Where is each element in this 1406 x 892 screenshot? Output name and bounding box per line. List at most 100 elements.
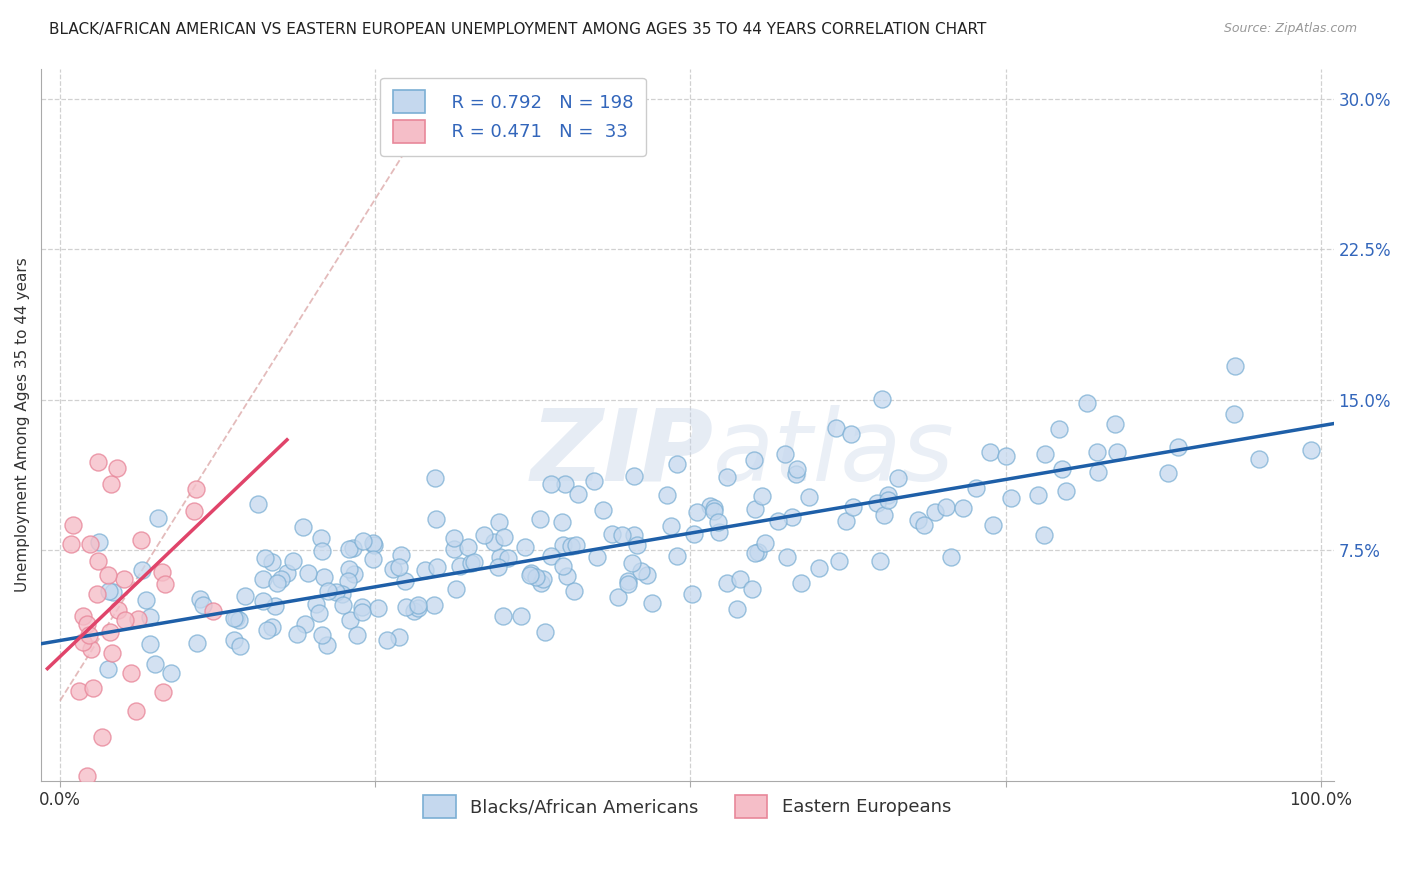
Point	[1301, 442, 1323, 457]
Point	[79, 537, 101, 551]
Point	[201, 604, 224, 618]
Point	[449, 558, 471, 573]
Text: ZIP: ZIP	[530, 405, 713, 502]
Point	[395, 599, 418, 614]
Point	[260, 555, 283, 569]
Point	[994, 449, 1017, 463]
Point	[562, 584, 585, 599]
Point	[342, 541, 364, 556]
Point	[72, 634, 94, 648]
Point	[233, 589, 256, 603]
Point	[281, 554, 304, 568]
Point	[425, 512, 447, 526]
Point	[97, 662, 120, 676]
Point	[509, 609, 531, 624]
Point	[423, 471, 446, 485]
Point	[146, 511, 169, 525]
Point	[76, 769, 98, 783]
Point	[1050, 462, 1073, 476]
Point	[247, 497, 270, 511]
Point	[159, 666, 181, 681]
Point	[744, 502, 766, 516]
Point	[553, 559, 575, 574]
Point	[423, 598, 446, 612]
Point	[665, 549, 688, 564]
Point	[534, 624, 557, 639]
Point	[636, 568, 658, 582]
Point	[87, 554, 110, 568]
Point	[834, 514, 856, 528]
Point	[912, 518, 935, 533]
Point	[184, 483, 207, 497]
Point	[797, 490, 820, 504]
Point	[716, 576, 738, 591]
Point	[363, 538, 385, 552]
Point	[540, 477, 562, 491]
Point	[103, 585, 125, 599]
Point	[1085, 445, 1108, 459]
Point	[839, 426, 862, 441]
Point	[76, 617, 98, 632]
Point	[270, 573, 292, 587]
Point	[86, 587, 108, 601]
Point	[872, 392, 894, 406]
Point	[681, 587, 703, 601]
Point	[457, 540, 479, 554]
Point	[623, 469, 645, 483]
Point	[486, 560, 509, 574]
Point	[551, 537, 574, 551]
Point	[62, 517, 84, 532]
Text: Source: ZipAtlas.com: Source: ZipAtlas.com	[1223, 22, 1357, 36]
Point	[224, 611, 246, 625]
Point	[336, 574, 359, 588]
Point	[67, 684, 90, 698]
Point	[554, 477, 576, 491]
Point	[725, 601, 748, 615]
Point	[1054, 483, 1077, 498]
Point	[776, 549, 799, 564]
Point	[361, 536, 384, 550]
Point	[377, 633, 399, 648]
Point	[567, 487, 589, 501]
Point	[311, 628, 333, 642]
Point	[531, 572, 554, 586]
Point	[101, 646, 124, 660]
Point	[191, 598, 214, 612]
Point	[426, 560, 449, 574]
Point	[406, 600, 429, 615]
Point	[877, 493, 900, 508]
Point	[828, 554, 851, 568]
Point	[252, 572, 274, 586]
Point	[617, 577, 640, 591]
Point	[443, 531, 465, 545]
Point	[610, 528, 633, 542]
Point	[264, 599, 287, 613]
Point	[291, 520, 314, 534]
Point	[583, 475, 606, 489]
Point	[1104, 417, 1126, 431]
Point	[825, 420, 848, 434]
Point	[406, 598, 429, 612]
Point	[492, 609, 515, 624]
Point	[463, 555, 485, 569]
Point	[621, 556, 644, 570]
Point	[482, 534, 505, 549]
Text: BLACK/AFRICAN AMERICAN VS EASTERN EUROPEAN UNEMPLOYMENT AMONG AGES 35 TO 44 YEAR: BLACK/AFRICAN AMERICAN VS EASTERN EUROPE…	[49, 22, 987, 37]
Text: atlas: atlas	[713, 405, 955, 502]
Point	[186, 636, 208, 650]
Point	[555, 569, 578, 583]
Point	[224, 633, 246, 648]
Point	[304, 598, 326, 612]
Point	[402, 604, 425, 618]
Point	[316, 638, 339, 652]
Point	[630, 564, 652, 578]
Point	[519, 567, 541, 582]
Point	[866, 496, 889, 510]
Point	[389, 549, 412, 563]
Point	[869, 553, 891, 567]
Point	[1026, 488, 1049, 502]
Point	[592, 503, 614, 517]
Point	[626, 538, 648, 552]
Point	[707, 515, 730, 529]
Point	[127, 611, 149, 625]
